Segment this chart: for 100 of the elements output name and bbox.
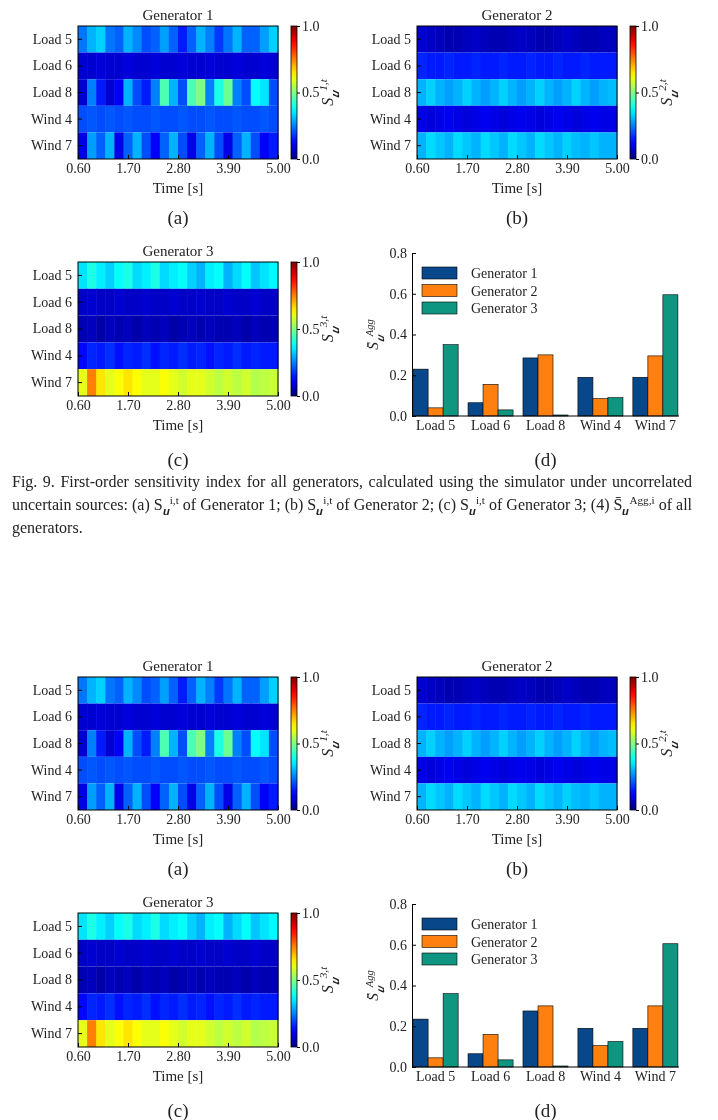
text: (a)	[167, 207, 189, 229]
x-tick-label: 5.00	[266, 811, 291, 827]
y-tick-label: Wind 4	[369, 762, 411, 778]
y-tick-label: Wind 4	[369, 111, 411, 127]
x-tick-label: Wind 7	[634, 417, 676, 433]
color-bar-label: 1.0	[641, 18, 659, 34]
y-tick-label: 0.6	[389, 286, 407, 302]
y-tick-label: 0.4	[389, 978, 407, 994]
x-tick-label: Load 5	[415, 1068, 456, 1084]
x-tick-label: 5.00	[266, 1048, 291, 1064]
x-tick-label: Wind 7	[634, 1068, 676, 1084]
x-tick-label: 0.60	[405, 811, 430, 827]
chart-title: Generator 3	[142, 243, 214, 259]
color-bar-label: 0.5	[641, 736, 659, 752]
x-tick-label: 2.80	[166, 397, 191, 413]
y-tick-label: Load 6	[371, 709, 411, 725]
x-tick-label: Load 8	[525, 1068, 566, 1084]
y-tick-label: 0.2	[389, 1019, 407, 1035]
text: (d)	[534, 449, 557, 471]
y-tick-label: Load 6	[371, 58, 411, 74]
y-tick-label: Load 6	[32, 945, 72, 961]
x-tick-label: 3.90	[216, 160, 241, 176]
color-bar-label: 0.0	[302, 388, 320, 404]
text: (a)	[167, 858, 189, 880]
y-tick-label: Load 8	[32, 972, 72, 988]
y-tick-label: Load 6	[32, 294, 72, 310]
color-bar-label: 0.0	[641, 802, 659, 818]
y-tick-label: Load 5	[371, 682, 411, 698]
color-bar-label: 0.5	[641, 85, 659, 101]
x-tick-label: 5.00	[266, 397, 291, 413]
x-axis-title: Time [s]	[491, 831, 543, 847]
chart-title: Generator 2	[481, 658, 553, 674]
x-tick-label: 5.00	[605, 811, 630, 827]
y-tick-label: 0.0	[389, 408, 407, 424]
x-tick-label: 1.70	[455, 811, 480, 827]
color-bar-label: 1.0	[641, 669, 659, 685]
legend-label: Generator 2	[471, 934, 538, 950]
y-tick-label: Load 6	[32, 709, 72, 725]
legend-label: Generator 2	[471, 283, 538, 299]
legend-label: Generator 3	[471, 301, 538, 316]
color-bar-label: 0.0	[641, 151, 659, 167]
color-bar-label: 0.0	[302, 802, 320, 818]
x-tick-label: Wind 4	[579, 417, 621, 433]
x-tick-label: 2.80	[166, 1048, 191, 1064]
color-bar-label: 1.0	[302, 254, 320, 270]
chart-title: Generator 2	[481, 7, 553, 23]
legend-label: Generator 1	[471, 917, 538, 932]
y-tick-label: Load 5	[32, 267, 72, 283]
x-tick-label: 3.90	[555, 160, 580, 176]
x-tick-label: 0.60	[405, 160, 430, 176]
x-tick-label: 0.60	[66, 811, 91, 827]
color-bar-label: 0.0	[302, 151, 320, 167]
x-axis-title: Time [s]	[152, 417, 204, 433]
text: (c)	[167, 449, 189, 471]
chart-title: Generator 3	[142, 894, 214, 910]
x-tick-label: Load 8	[525, 417, 566, 433]
y-tick-label: Wind 7	[369, 138, 411, 154]
y-tick-label: 0.0	[389, 1059, 407, 1075]
chart-title: Generator 1	[142, 7, 214, 23]
y-tick-label: 0.2	[389, 368, 407, 384]
y-tick-label: Load 8	[32, 321, 72, 337]
legend-label: Generator 1	[471, 266, 538, 281]
y-tick-label: Wind 4	[30, 111, 72, 127]
y-tick-label: Load 8	[32, 84, 72, 100]
text: Fig. 9. First-order sensitivity index for all generators, calculated using the simulator under uncorrelated uncertain sources: (a) S$_{𝒖}$$^{i,t}$ of Generator 1; (b) S$_{𝒖}$$^{i,t}$ of Generator 2; (c) S$_{𝒖}$$^{i,t}$ of Generator 3; (4) S̄$_{𝒖}$$^{Agg,i}$ of all generators.	[12, 473, 693, 536]
y-tick-label: 0.8	[389, 245, 407, 261]
x-tick-label: 2.80	[166, 811, 191, 827]
y-tick-label: Wind 7	[30, 1026, 72, 1042]
x-axis-title: Time [s]	[152, 1068, 204, 1084]
y-tick-label: Load 8	[32, 735, 72, 751]
x-tick-label: 2.80	[505, 811, 530, 827]
color-bar-label: 0.5	[302, 321, 320, 337]
y-tick-label: Wind 4	[30, 348, 72, 364]
x-tick-label: 3.90	[555, 811, 580, 827]
text: (b)	[505, 207, 529, 229]
color-bar-label: 0.5	[302, 85, 320, 101]
x-tick-label: 2.80	[166, 160, 191, 176]
color-bar-label: 0.5	[302, 736, 320, 752]
x-tick-label: 1.70	[455, 160, 480, 176]
color-bar-label: 1.0	[302, 669, 320, 685]
x-tick-label: Load 5	[415, 417, 456, 433]
y-tick-label: 0.8	[389, 896, 407, 912]
color-bar-label: 0.5	[302, 972, 320, 988]
x-axis-title: Time [s]	[491, 180, 543, 196]
y-tick-label: 0.6	[389, 937, 407, 953]
x-tick-label: Load 6	[470, 417, 511, 433]
text: (b)	[505, 858, 529, 880]
y-tick-label: Load 5	[32, 682, 72, 698]
x-tick-label: 1.70	[116, 1048, 141, 1064]
x-tick-label: 3.90	[216, 397, 241, 413]
color-bar-label: 1.0	[302, 905, 320, 921]
y-tick-label: Wind 4	[30, 762, 72, 778]
x-tick-label: 0.60	[66, 1048, 91, 1064]
x-axis-title: Time [s]	[152, 831, 204, 847]
x-tick-label: 0.60	[66, 397, 91, 413]
x-tick-label: Wind 4	[579, 1068, 621, 1084]
y-tick-label: Wind 7	[30, 138, 72, 154]
chart-title: Generator 1	[142, 658, 214, 674]
x-tick-label: 2.80	[505, 160, 530, 176]
x-tick-label: 0.60	[66, 160, 91, 176]
